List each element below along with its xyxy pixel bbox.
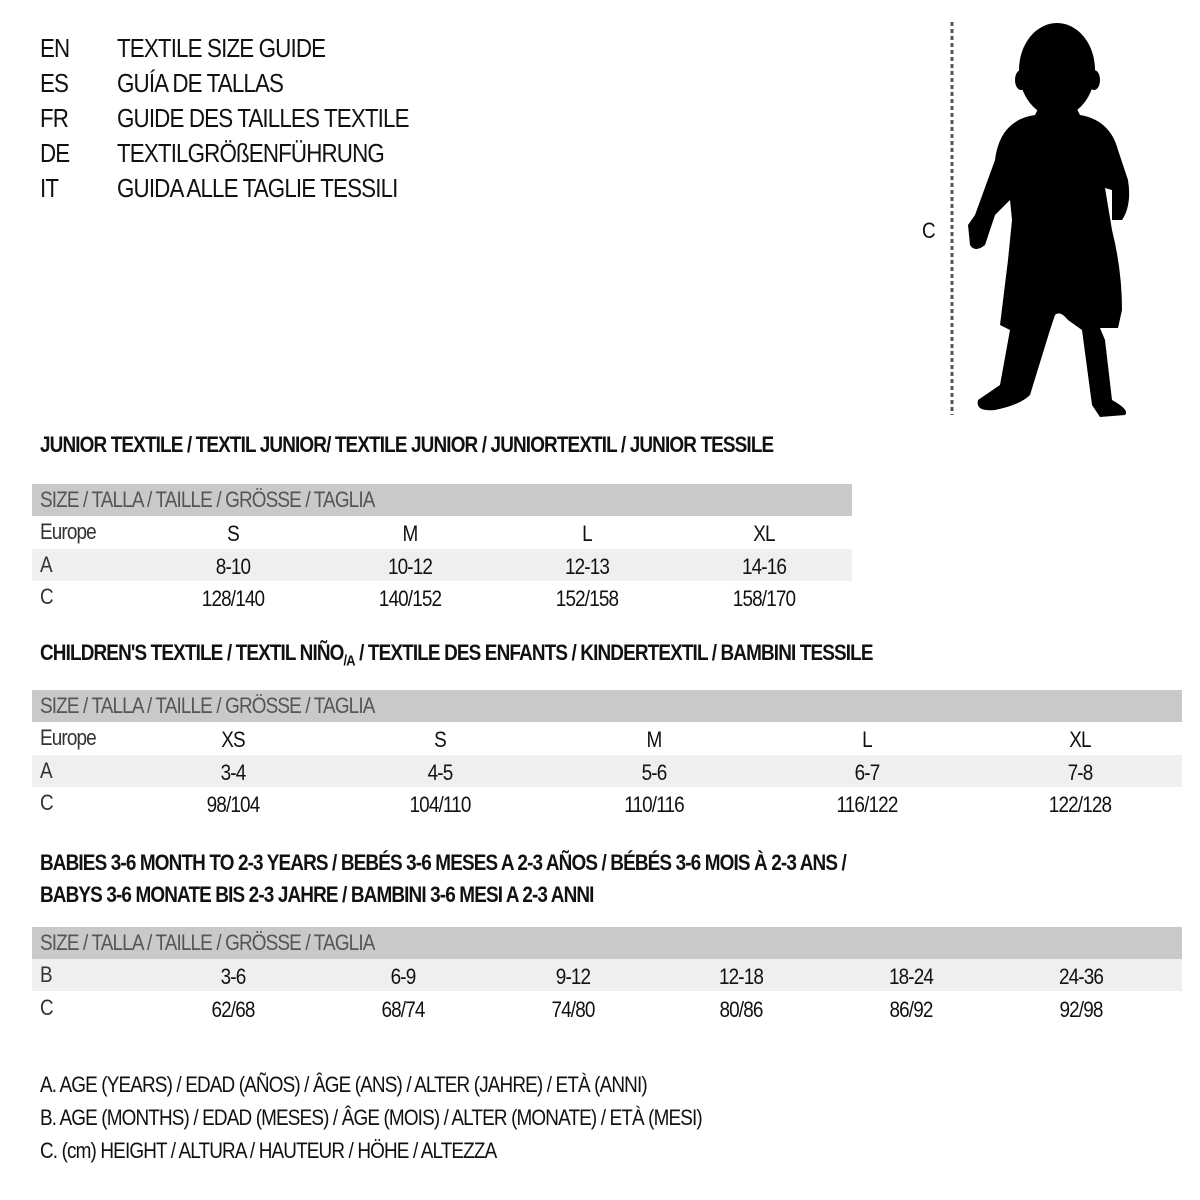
language-title: GUÍA DE TALLAS [117, 68, 284, 98]
table-row: C 62/68 68/74 74/80 80/86 86/92 92/98 [32, 992, 1182, 1024]
table-cell: XS [221, 727, 245, 752]
table-cell: XL [1069, 727, 1091, 752]
table-row: A 8-10 10-12 12-13 14-16 [32, 548, 852, 581]
row-label: A [40, 551, 53, 577]
table-cell: 6-9 [390, 964, 417, 989]
table-cell: L [862, 727, 873, 752]
table-cell: 158/170 [732, 586, 796, 611]
table-row: Europe S M L XL [32, 516, 852, 548]
babies-section-title-line2: BABYS 3-6 MONATE BIS 2-3 JAHRE / BAMBINI… [40, 882, 594, 907]
table-cell: 86/92 [889, 996, 933, 1022]
language-title: TEXTILE SIZE GUIDE [117, 33, 326, 63]
row-label: Europe [40, 519, 97, 544]
row-label: C [40, 994, 54, 1020]
table-cell: 62/68 [211, 996, 255, 1022]
table-cell: 68/74 [381, 996, 425, 1022]
table-cell: 7-8 [1067, 759, 1094, 785]
header-label: SIZE / TALLA / TAILLE / GRÖSSE / TAGLIA [40, 487, 375, 512]
table-cell: XL [753, 521, 775, 546]
height-label: C [922, 218, 936, 243]
table-cell: 12-18 [718, 964, 764, 989]
table-cell: 3-4 [220, 759, 247, 785]
title-rest: / TEXTILE DES ENFANTS / KINDERTEXTIL / B… [354, 640, 873, 665]
table-cell: 110/116 [624, 792, 684, 817]
row-label: Europe [40, 725, 97, 750]
row-label: C [40, 790, 54, 815]
table-row: A 3-4 4-5 5-6 6-7 7-8 [32, 754, 1182, 787]
table-row: C 98/104 104/110 110/116 116/122 122/128 [32, 787, 1182, 819]
table-row: C 128/140 140/152 152/158 158/170 [32, 581, 852, 613]
table-cell: 12-13 [564, 553, 610, 579]
legend-item: C. (cm) HEIGHT / ALTURA / HAUTEUR / HÖHE… [40, 1138, 497, 1163]
table-cell: 4-5 [427, 759, 454, 785]
table-cell: 128/140 [201, 586, 265, 611]
row-label: A [40, 757, 53, 783]
table-cell: 140/152 [378, 586, 442, 611]
table-cell: M [402, 521, 419, 546]
table-header-row: SIZE / TALLA / TAILLE / GRÖSSE / TAGLIA [32, 484, 852, 516]
legend-item: B. AGE (MONTHS) / EDAD (MESES) / ÂGE (MO… [40, 1105, 703, 1130]
table-cell: 6-7 [854, 759, 881, 785]
row-label: C [40, 584, 54, 609]
table-cell: 14-16 [741, 553, 787, 579]
table-cell: 80/86 [719, 996, 763, 1022]
legend-item: A. AGE (YEARS) / EDAD (AÑOS) / ÂGE (ANS)… [40, 1072, 648, 1097]
child-silhouette-icon [950, 22, 1130, 417]
table-row: B 3-6 6-9 9-12 12-18 18-24 24-36 [32, 959, 1182, 991]
table-cell: L [582, 521, 593, 546]
language-title: GUIDE DES TAILLES TEXTILE [117, 103, 410, 133]
table-cell: 24-36 [1058, 964, 1104, 989]
table-cell: 74/80 [551, 996, 595, 1022]
table-header-row: SIZE / TALLA / TAILLE / GRÖSSE / TAGLIA [32, 927, 1182, 959]
table-row: Europe XS S M L XL [32, 722, 1182, 754]
table-cell: 10-12 [387, 553, 433, 579]
table-cell: 152/158 [555, 586, 619, 611]
table-cell: M [646, 727, 663, 752]
junior-section-title: JUNIOR TEXTILE / TEXTIL JUNIOR/ TEXTILE … [40, 432, 774, 457]
table-cell: 3-6 [220, 964, 247, 989]
table-cell: 116/122 [836, 792, 899, 817]
table-cell: 8-10 [215, 553, 251, 579]
language-code: IT [40, 173, 59, 203]
language-code: ES [40, 68, 69, 98]
table-cell: S [434, 727, 447, 752]
table-cell: 9-12 [555, 964, 591, 989]
header-label: SIZE / TALLA / TAILLE / GRÖSSE / TAGLIA [40, 930, 375, 955]
title-main: CHILDREN'S TEXTILE / TEXTIL NIÑO [40, 640, 344, 665]
table-cell: 98/104 [206, 792, 261, 817]
children-section-title: CHILDREN'S TEXTILE / TEXTIL NIÑO/A / TEX… [40, 640, 874, 670]
table-cell: 122/128 [1048, 792, 1112, 817]
language-code: FR [40, 103, 69, 133]
table-cell: 18-24 [888, 964, 934, 989]
title-sub: /A [343, 652, 356, 670]
babies-section-title-line1: BABIES 3-6 MONTH TO 2-3 YEARS / BEBÉS 3-… [40, 850, 847, 875]
header-label: SIZE / TALLA / TAILLE / GRÖSSE / TAGLIA [40, 693, 375, 718]
row-label: B [40, 962, 53, 987]
table-header-row: SIZE / TALLA / TAILLE / GRÖSSE / TAGLIA [32, 690, 1182, 722]
language-title: GUIDA ALLE TAGLIE TESSILI [117, 173, 398, 203]
table-cell: 5-6 [641, 759, 668, 785]
language-title: TEXTILGRÖßENFÜHRUNG [117, 138, 385, 168]
language-code: DE [40, 138, 70, 168]
language-code: EN [40, 33, 70, 63]
table-cell: S [227, 521, 240, 546]
table-cell: 104/110 [409, 792, 472, 817]
table-cell: 92/98 [1059, 996, 1103, 1022]
